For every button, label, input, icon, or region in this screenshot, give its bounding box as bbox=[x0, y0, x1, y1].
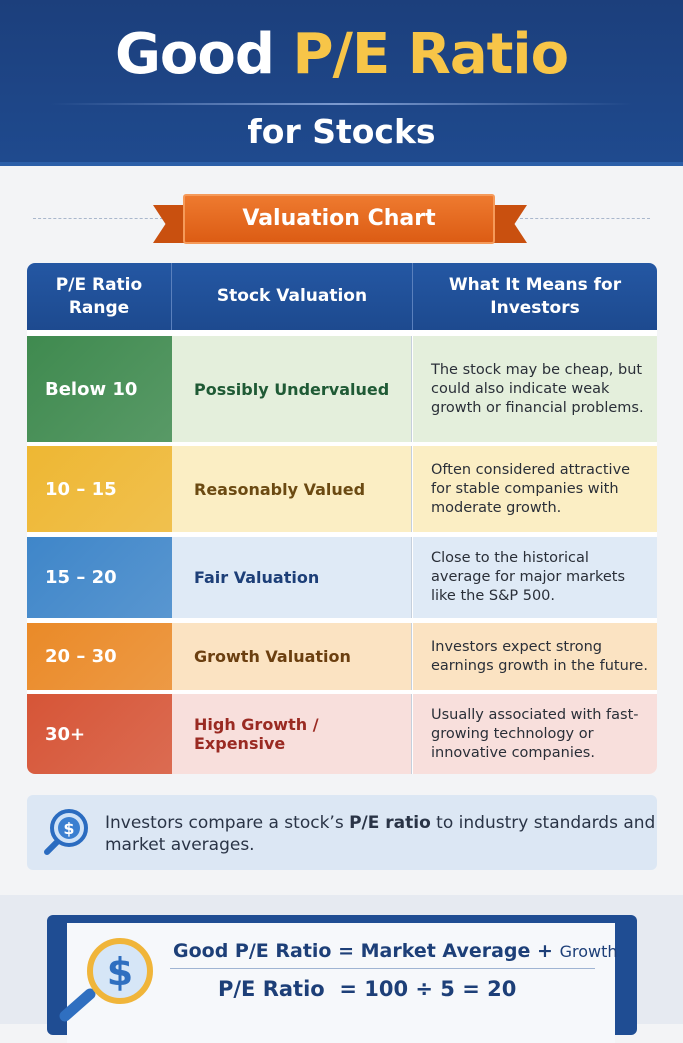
pe-range: 10 – 15 bbox=[27, 446, 172, 532]
column-header: P/E Ratio Range bbox=[27, 263, 172, 330]
divider bbox=[33, 218, 163, 219]
valuation-label: Growth Valuation bbox=[172, 623, 412, 690]
investor-meaning: The stock may be cheap, but could also i… bbox=[413, 336, 657, 442]
column-header: What It Means for Investors bbox=[448, 274, 622, 318]
page-title: Good P/E Ratio bbox=[114, 22, 569, 87]
pe-range: 30+ bbox=[27, 694, 172, 774]
info-callout: $ Investors compare a stock’s P/E ratio … bbox=[27, 795, 657, 870]
page-subtitle: for Stocks bbox=[247, 112, 436, 151]
formula-line-1: Good P/E Ratio = Market Average + Growth bbox=[173, 940, 618, 962]
valuation-label: Possibly Undervalued bbox=[172, 336, 412, 442]
header: Good P/E Ratio for Stocks bbox=[0, 0, 683, 166]
valuation-label: High Growth / Expensive bbox=[172, 694, 412, 774]
valuation-label: Fair Valuation bbox=[172, 537, 412, 618]
table-row: Below 10 Possibly Undervalued The stock … bbox=[27, 336, 657, 442]
table-row: 30+ High Growth / Expensive Usually asso… bbox=[27, 694, 657, 774]
investor-meaning: Often considered attractive for stable c… bbox=[413, 446, 657, 532]
divider bbox=[520, 218, 650, 219]
investor-meaning: Investors expect strong earnings growth … bbox=[413, 623, 657, 690]
investor-meaning: Close to the historical average for majo… bbox=[413, 537, 657, 618]
pe-range: 20 – 30 bbox=[27, 623, 172, 690]
formula-board bbox=[47, 915, 637, 1043]
svg-text:$: $ bbox=[107, 950, 133, 994]
section-ribbon: Valuation Chart bbox=[183, 194, 495, 244]
valuation-label: Reasonably Valued bbox=[172, 446, 412, 532]
divider bbox=[50, 103, 633, 105]
pe-range: 15 – 20 bbox=[27, 537, 172, 618]
investor-meaning: Usually associated with fast-growing tec… bbox=[413, 694, 657, 774]
magnifier-dollar-icon: $ bbox=[44, 809, 88, 855]
table-row: 10 – 15 Reasonably Valued Often consider… bbox=[27, 446, 657, 532]
table-row: 20 – 30 Growth Valuation Investors expec… bbox=[27, 623, 657, 690]
divider bbox=[170, 968, 595, 969]
svg-text:$: $ bbox=[63, 819, 74, 838]
table-row: 15 – 20 Fair Valuation Close to the hist… bbox=[27, 537, 657, 618]
column-header: Stock Valuation bbox=[172, 263, 413, 330]
pe-range: Below 10 bbox=[27, 336, 172, 442]
magnifier-dollar-icon: $ bbox=[59, 938, 153, 1022]
valuation-table: P/E Ratio Range Stock Valuation What It … bbox=[27, 263, 657, 774]
formula-line-2: P/E Ratio = 100 ÷ 5 = 20 bbox=[218, 977, 517, 1001]
table-header: P/E Ratio Range Stock Valuation What It … bbox=[27, 263, 657, 330]
callout-text: Investors compare a stock’s P/E ratio to… bbox=[105, 813, 656, 855]
